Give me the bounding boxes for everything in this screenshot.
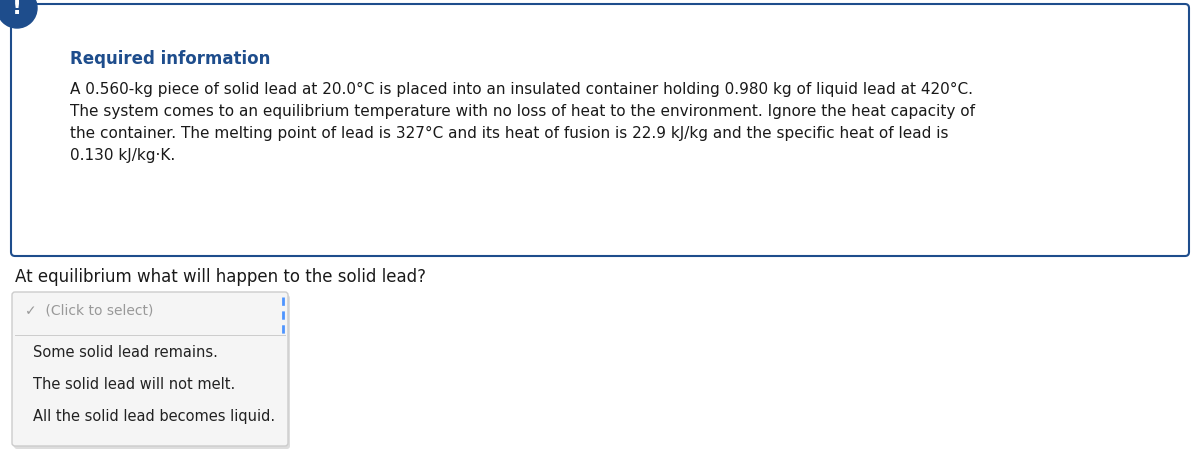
Text: All the solid lead becomes liquid.: All the solid lead becomes liquid.	[34, 409, 275, 424]
Text: !: !	[12, 0, 22, 18]
Text: Some solid lead remains.: Some solid lead remains.	[34, 345, 218, 360]
Text: 0.130 kJ/kg·K.: 0.130 kJ/kg·K.	[70, 148, 175, 163]
Text: A 0.560-kg piece of solid lead at 20.0°C is placed into an insulated container h: A 0.560-kg piece of solid lead at 20.0°C…	[70, 82, 973, 97]
Circle shape	[0, 0, 37, 28]
Text: ✓  (Click to select): ✓ (Click to select)	[25, 303, 154, 317]
FancyBboxPatch shape	[11, 4, 1189, 256]
Text: the container. The melting point of lead is 327°C and its heat of fusion is 22.9: the container. The melting point of lead…	[70, 126, 948, 141]
FancyBboxPatch shape	[14, 295, 290, 449]
Text: At equilibrium what will happen to the solid lead?: At equilibrium what will happen to the s…	[14, 268, 426, 286]
FancyBboxPatch shape	[12, 292, 288, 446]
Text: Required information: Required information	[70, 50, 270, 68]
Text: The system comes to an equilibrium temperature with no loss of heat to the envir: The system comes to an equilibrium tempe…	[70, 104, 974, 119]
Text: The solid lead will not melt.: The solid lead will not melt.	[34, 377, 235, 392]
